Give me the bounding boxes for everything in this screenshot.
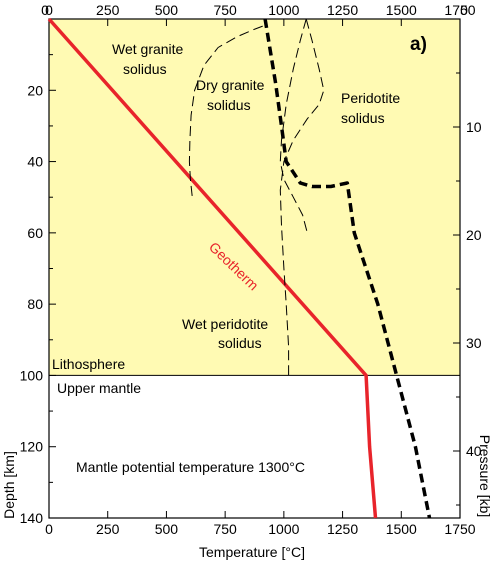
geotherm-line xyxy=(47,17,378,519)
x-tick-label-top: 1500 xyxy=(386,2,417,18)
pressure-tick-label: 40 xyxy=(466,443,482,459)
lithosphere-label: Lithosphere xyxy=(52,356,125,372)
axis-tick-labels: 0025025050050075075010001000125012501500… xyxy=(20,2,482,537)
wet-peridotite-solidus-line xyxy=(279,18,325,376)
y-tick-label: 100 xyxy=(20,367,44,383)
pressure-tick-label: 20 xyxy=(466,227,482,243)
x-axis-label: Temperature [°C] xyxy=(199,544,305,560)
axis-ticks xyxy=(48,18,461,519)
peridotite-solidus-line xyxy=(263,18,432,519)
y-tick-label: 60 xyxy=(27,225,43,241)
pressure-tick-label: 10 xyxy=(466,119,482,135)
y-tick-label: 40 xyxy=(27,154,43,170)
x-tick-label-bottom: 0 xyxy=(45,521,53,537)
peridotite-label-line2: solidus xyxy=(341,110,385,126)
lithosphere-region xyxy=(49,19,460,376)
x-tick-label-bottom: 1750 xyxy=(444,521,475,537)
y-tick-label-origin: 0 xyxy=(41,2,49,18)
upper-mantle-region xyxy=(49,375,460,518)
peridotite-label-line1: Peridotite xyxy=(341,90,400,106)
wet-granite-label-line1: Wet granite xyxy=(112,41,184,57)
upper-mantle-label: Upper mantle xyxy=(57,380,141,396)
wet-granite-solidus-line xyxy=(188,25,263,198)
x-tick-label-top: 750 xyxy=(213,2,237,18)
panel-label: a) xyxy=(410,34,427,55)
y-tick-label: 80 xyxy=(27,296,43,312)
pressure-tick-label-origin: 0 xyxy=(460,2,468,18)
pressure-axis-label: Pressure [kb] xyxy=(477,435,493,517)
dry-granite-solidus-line xyxy=(279,18,308,234)
dry-granite-label-line2: solidus xyxy=(207,97,251,113)
y-axis-label: Depth [km] xyxy=(1,451,17,519)
x-tick-label-top: 500 xyxy=(155,2,179,18)
x-tick-label-bottom: 1000 xyxy=(268,521,299,537)
x-tick-label-bottom: 250 xyxy=(96,521,120,537)
x-tick-label-bottom: 1250 xyxy=(327,521,358,537)
x-tick-label-top: 0 xyxy=(45,2,53,18)
wet-granite-label-line2: solidus xyxy=(123,61,167,77)
x-tick-label-bottom: 500 xyxy=(155,521,179,537)
dry-granite-label-line1: Dry granite xyxy=(196,77,265,93)
y-tick-label: 140 xyxy=(20,510,44,526)
potential-temperature-label: Mantle potential temperature 1300°C xyxy=(76,459,305,475)
wet-peridotite-label-line1: Wet peridotite xyxy=(182,316,268,332)
wet-peridotite-label-line2: solidus xyxy=(218,335,262,351)
x-tick-label-top: 1250 xyxy=(327,2,358,18)
pressure-tick-label: 30 xyxy=(466,335,482,351)
x-tick-label-top: 1750 xyxy=(444,2,475,18)
series-lines xyxy=(47,17,432,519)
x-tick-label-top: 250 xyxy=(96,2,120,18)
x-tick-label-bottom: 1500 xyxy=(386,521,417,537)
y-tick-label: 120 xyxy=(20,439,44,455)
x-tick-label-top: 1000 xyxy=(268,2,299,18)
y-tick-label: 20 xyxy=(27,82,43,98)
x-tick-label-bottom: 750 xyxy=(213,521,237,537)
